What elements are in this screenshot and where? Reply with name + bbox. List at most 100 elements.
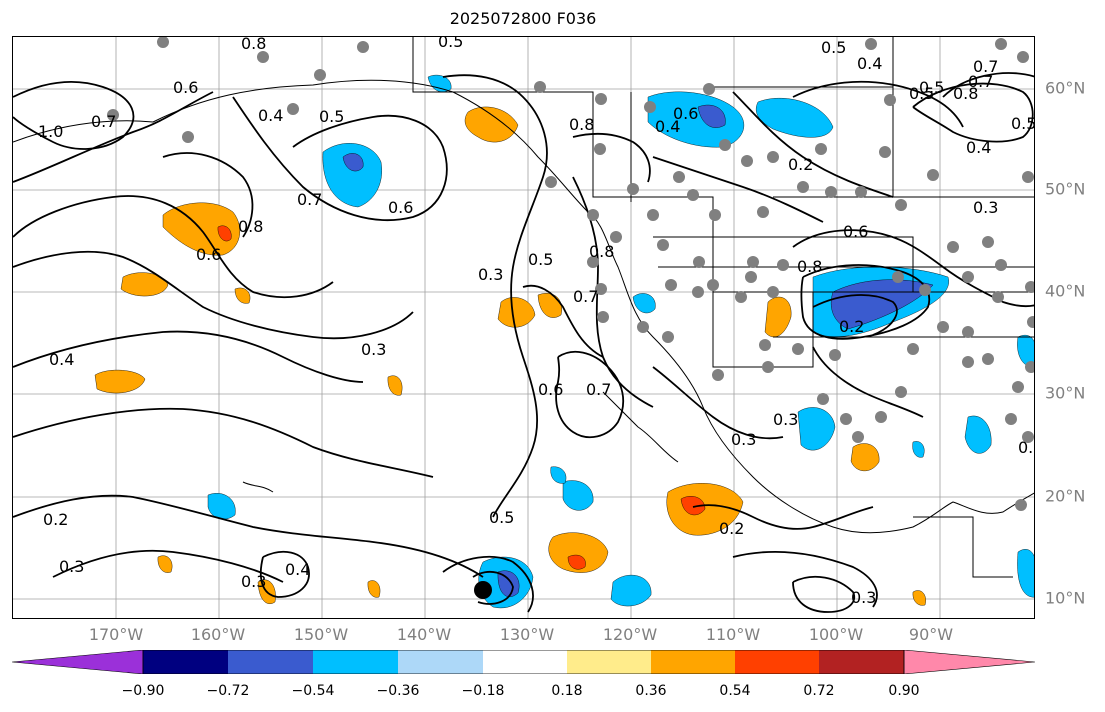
contour-label: 0.8 bbox=[589, 242, 614, 261]
contour-label: 0.2 bbox=[719, 519, 744, 538]
colorbar-segment bbox=[651, 650, 735, 674]
contour-label: 0.4 bbox=[655, 117, 680, 136]
contour-label: 0.5 bbox=[909, 84, 934, 103]
contour-label: 1.0 bbox=[38, 122, 63, 141]
shade-light-blue bbox=[647, 91, 744, 148]
contour-label: 0.2 bbox=[839, 317, 864, 336]
colorbar-tick: 0.72 bbox=[803, 683, 835, 699]
colorbar-tick: 0.90 bbox=[888, 683, 920, 699]
colorbar-tick: −0.54 bbox=[291, 683, 335, 699]
lat-label: 30°N bbox=[1045, 383, 1086, 403]
contour-label: 0.4 bbox=[966, 138, 991, 157]
contour-label: 0.5 bbox=[438, 37, 463, 51]
contour-label: 0.2 bbox=[43, 510, 68, 529]
shade-red bbox=[680, 496, 706, 516]
station-markers bbox=[107, 37, 1034, 511]
colorbar-segment bbox=[313, 650, 398, 674]
shade-light-blue bbox=[912, 441, 925, 458]
colorbar-tick: −0.90 bbox=[121, 683, 165, 699]
contour-label: 0.6 bbox=[196, 245, 221, 264]
graticule bbox=[13, 37, 1034, 618]
contour-label: 0.4 bbox=[49, 350, 74, 369]
colorbar-tick: −0.36 bbox=[376, 683, 420, 699]
lon-label: 150°W bbox=[293, 625, 349, 644]
shade-blue bbox=[697, 104, 726, 128]
contour-label: 0.5 bbox=[489, 508, 514, 527]
lon-label: 140°W bbox=[396, 625, 452, 644]
shade-red bbox=[567, 554, 586, 570]
shade-blue bbox=[497, 570, 520, 597]
shade-light-blue bbox=[322, 143, 382, 208]
lon-label: 100°W bbox=[808, 625, 864, 644]
colorbar-tick: 0.54 bbox=[719, 683, 751, 699]
colorbar-extend-max bbox=[903, 650, 1035, 674]
lon-label: 90°W bbox=[908, 625, 954, 644]
colorbar bbox=[12, 650, 1035, 674]
shade-orange bbox=[912, 590, 926, 606]
contour-label: 0.7 bbox=[91, 112, 116, 131]
lon-label: 110°W bbox=[705, 625, 761, 644]
contour-label: 0.4 bbox=[285, 560, 310, 579]
shade-orange bbox=[387, 375, 403, 396]
map-panel[interactable]: 0.8 0.6 0.5 0.4 0.5 0.7 1.0 0.7 0.8 0.5 … bbox=[12, 36, 1035, 619]
contour-label: 0.7 bbox=[573, 287, 598, 306]
contour-label: 0.3 bbox=[478, 265, 503, 284]
shade-orange bbox=[850, 443, 880, 472]
colorbar-tick: 0.18 bbox=[551, 683, 583, 699]
contour-label: 0.6 bbox=[673, 104, 698, 123]
colorbar-segment bbox=[228, 650, 313, 674]
lon-label: 120°W bbox=[602, 625, 658, 644]
contour-label: 0.3 bbox=[241, 572, 266, 591]
shade-orange bbox=[234, 287, 251, 304]
colorbar-segment bbox=[483, 650, 567, 674]
lat-label: 40°N bbox=[1045, 281, 1086, 301]
lat-label: 20°N bbox=[1045, 486, 1086, 506]
shade-light-blue bbox=[1017, 334, 1034, 368]
map-canvas: 0.8 0.6 0.5 0.4 0.5 0.7 1.0 0.7 0.8 0.5 … bbox=[13, 37, 1035, 618]
shade-red bbox=[217, 225, 232, 242]
lat-label: 10°N bbox=[1045, 588, 1086, 608]
contour-label: 0.8 bbox=[238, 217, 263, 236]
contour-label: 0.3 bbox=[973, 198, 998, 217]
contour-label: 0.5 bbox=[528, 250, 553, 269]
contour-label: 0.6 bbox=[538, 380, 563, 399]
shade-light-blue bbox=[207, 493, 236, 520]
shade-orange bbox=[497, 297, 536, 328]
contour-label: 0.4 bbox=[258, 106, 283, 125]
shade-light-blue bbox=[797, 407, 836, 451]
contour-label: 0.5 bbox=[919, 78, 944, 97]
shade-light-blue bbox=[427, 74, 452, 92]
colorbar-segment bbox=[567, 650, 651, 674]
contour-label: 0.3 bbox=[731, 430, 756, 449]
shade-blue bbox=[342, 153, 364, 172]
contour-label: 0.6 bbox=[388, 198, 413, 217]
shade-orange bbox=[464, 106, 519, 143]
shade-orange bbox=[157, 555, 173, 573]
colorbar-tick: 0.36 bbox=[635, 683, 667, 699]
shade-orange bbox=[94, 369, 146, 394]
colorbar-segment bbox=[398, 650, 483, 674]
contour-label: 0.3 bbox=[59, 557, 84, 576]
contour-label: 0.7 bbox=[973, 57, 998, 76]
contour-label: 0.5 bbox=[319, 107, 344, 126]
contour-label: 0.5 bbox=[1011, 114, 1035, 133]
map-title: 2025072800 F036 bbox=[449, 9, 597, 28]
shade-light-blue bbox=[610, 574, 652, 607]
shade-orange bbox=[764, 296, 792, 338]
storm-center-marker bbox=[474, 581, 492, 599]
colorbar-tick: −0.18 bbox=[461, 683, 505, 699]
contour-label: 0.6 bbox=[843, 222, 868, 241]
shaded-field bbox=[94, 74, 1034, 609]
shade-orange bbox=[548, 532, 609, 573]
contour-label: 0.4 bbox=[857, 54, 882, 73]
lon-label: 170°W bbox=[88, 625, 144, 644]
shade-light-blue bbox=[550, 466, 567, 484]
contour-label: 0.8 bbox=[953, 84, 978, 103]
contour-label: 0.2 bbox=[788, 155, 813, 174]
contour-label: 0.8 bbox=[241, 37, 266, 53]
shade-orange bbox=[537, 293, 562, 318]
contour-label: 0.7 bbox=[297, 190, 322, 209]
colorbar-segment bbox=[819, 650, 904, 674]
contour-label: 0.8 bbox=[569, 115, 594, 134]
lat-label: 50°N bbox=[1045, 179, 1086, 199]
